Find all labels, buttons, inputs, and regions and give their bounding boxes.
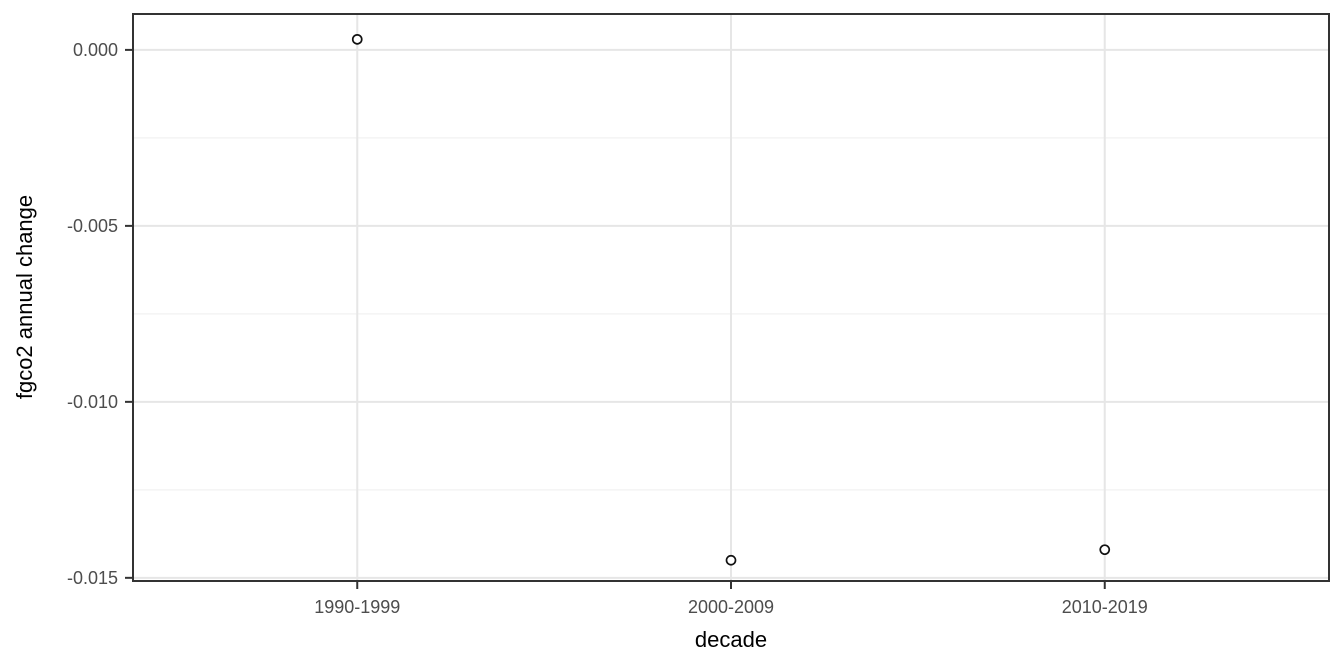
x-axis-tick-label: 2000-2009: [688, 597, 774, 617]
data-point: [1099, 544, 1111, 556]
y-axis-tick-label: -0.010: [67, 392, 118, 412]
data-point: [351, 33, 363, 45]
y-axis-tick-label: 0.000: [73, 40, 118, 60]
y-axis-tick-label: -0.015: [67, 568, 118, 588]
data-point: [725, 554, 737, 566]
y-axis-title: fgco2 annual change: [12, 194, 37, 400]
y-axis-tick-label: -0.005: [67, 216, 118, 236]
x-axis-tick-label: 2010-2019: [1062, 597, 1148, 617]
x-axis-title: decade: [694, 627, 768, 652]
x-axis-tick-label: 1990-1999: [314, 597, 400, 617]
